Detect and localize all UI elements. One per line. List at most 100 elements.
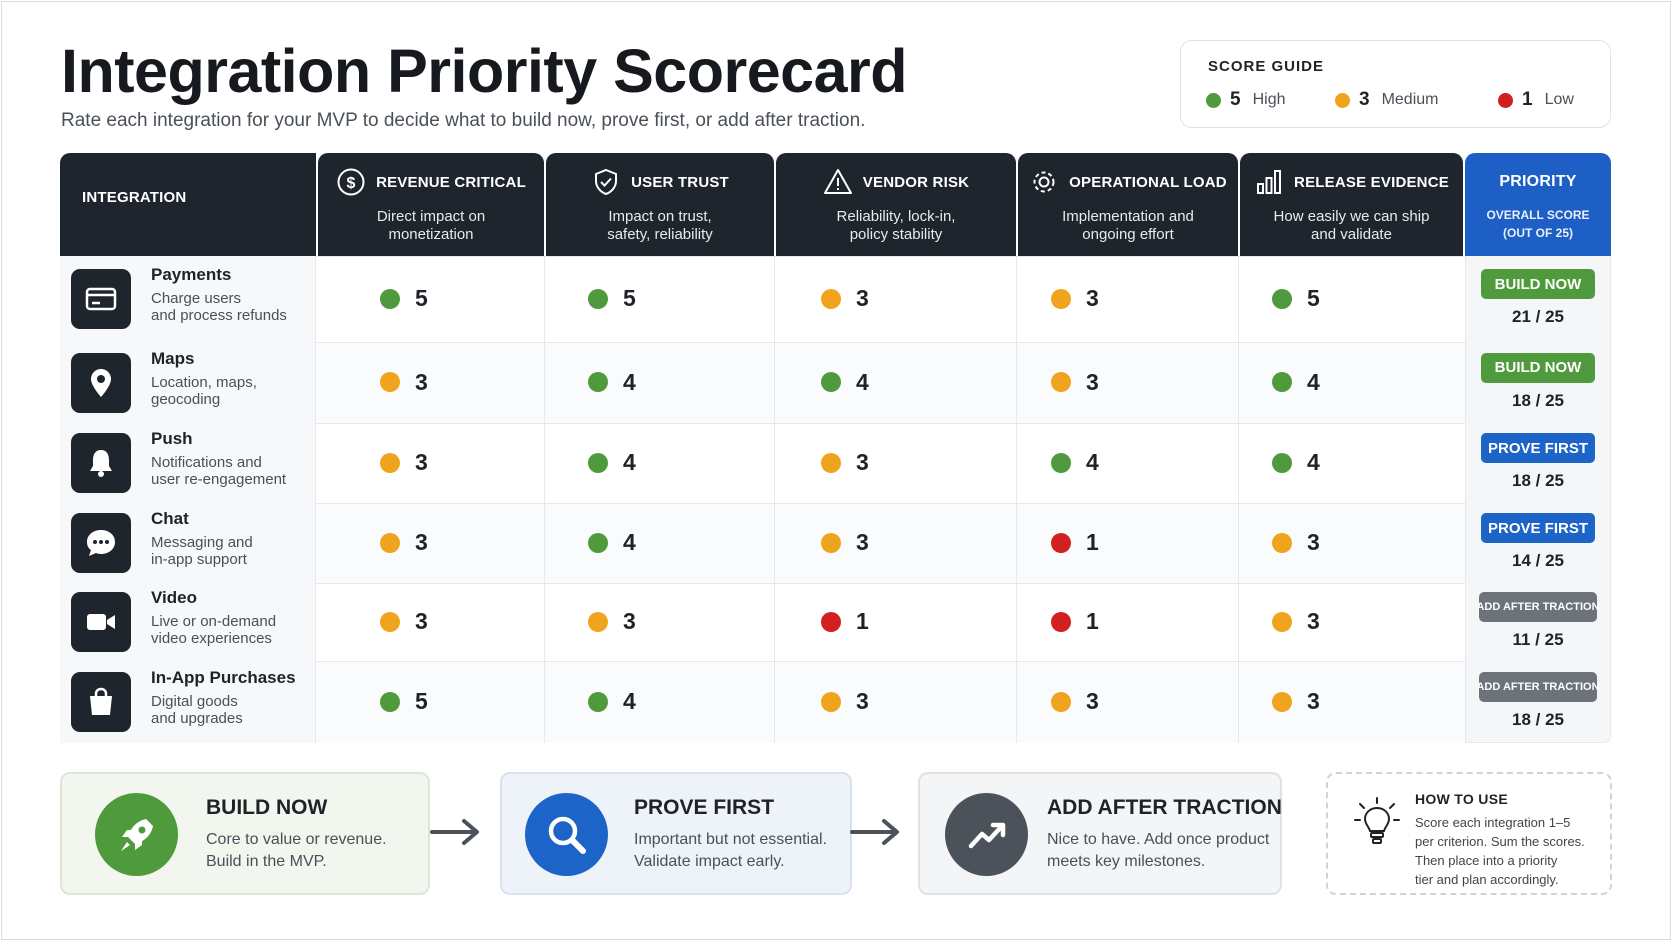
priority-badge: PROVE FIRST [1481,433,1595,463]
score-cell: 3 [821,285,869,312]
page-subtitle: Rate each integration for your MVP to de… [61,110,866,131]
header-desc: How easily we can ship [1273,208,1430,225]
integration-name: Chat [151,509,189,528]
score-cell: 3 [821,529,869,556]
score-cell: 3 [380,529,428,556]
score-value: 3 [856,688,869,714]
table-row [60,423,1611,503]
score-value: 3 [856,285,869,311]
header-release-evidence: RELEASE EVIDENCE How easily we can ship a… [1240,153,1463,256]
score-cell: 4 [588,688,636,715]
tier-desc: meets key milestones. [1047,853,1206,870]
score-value: 1 [1086,529,1099,555]
score-dot-icon [380,288,400,309]
header-priority: PRIORITY OVERALL SCORE (OUT OF 25) [1465,153,1611,256]
warning-icon [823,169,852,194]
score-guide-label: Low [1544,91,1574,108]
arrow-right-icon [850,819,899,845]
score-guide-value: 1 [1522,89,1533,110]
priority-badge: ADD AFTER TRACTION [1476,592,1600,622]
header-revenue-critical: $ REVENUE CRITICAL Direct impact on monet… [318,153,544,256]
lightbulb-icon [1354,797,1400,844]
score-dot-icon [1272,288,1292,309]
page-title: Integration Priority Scorecard [61,37,908,105]
gear-icon [1033,171,1055,193]
score-cell: 4 [1272,449,1320,476]
score-dot-icon [821,372,841,392]
overall-score: 18 / 25 [1512,390,1564,410]
tier-desc: Core to value or revenue. [206,831,387,848]
integration-desc-line: and process refunds [151,307,287,324]
overall-score: 18 / 25 [1512,471,1564,490]
header-desc: Direct impact on [376,208,486,225]
header-desc: safety, reliability [607,226,713,243]
score-dot-icon [380,532,400,553]
tier-desc: Nice to have. Add once product [1047,831,1270,848]
orange-dot-icon [1335,92,1350,108]
score-dot-icon [821,691,841,712]
integration-desc-line: Digital goods [151,693,238,710]
score-guide: SCORE GUIDE 5 High 3 Medium 1 Low [1180,40,1611,128]
score-dot-icon [1272,611,1292,632]
score-cell: 5 [380,285,428,312]
score-cell: 4 [588,449,636,476]
tier-add-after-traction: ADD AFTER TRACTION Nice to have. Add onc… [918,772,1282,895]
score-value: 3 [415,608,428,634]
score-dot-icon [1272,372,1292,392]
column-divider [774,256,775,743]
magnifier-icon [525,793,608,876]
rocket-icon [95,793,178,876]
score-dot-icon [821,288,841,309]
bar-chart-icon [1257,170,1282,194]
integration-name: Maps [151,349,195,368]
integration-name: Push [151,429,193,448]
score-dot-icon [1051,532,1071,553]
score-cell: 5 [380,688,428,715]
arrow-right-icon [430,819,479,845]
score-cell: 4 [1272,369,1320,396]
score-cell: 1 [1051,529,1099,556]
score-dot-icon [588,452,608,473]
score-dot-icon [380,611,400,632]
score-value: 3 [1086,368,1099,395]
score-value: 3 [1086,688,1099,714]
score-value: 4 [623,368,636,395]
score-value: 3 [856,449,869,475]
header-desc: policy stability [849,226,943,243]
column-divider [544,256,545,743]
score-cell: 3 [380,608,428,635]
priority-badge: BUILD NOW [1481,269,1595,299]
tier-build-now: BUILD NOW Core to value or revenue. Build… [60,772,430,895]
score-guide-label: High [1252,91,1286,108]
integration-cell: Payments Charge users and process refunds [60,256,316,342]
header-operational-load: OPERATIONAL LOAD Implementation and ongoi… [1018,153,1238,256]
overall-score: 18 / 25 [1512,710,1564,729]
score-dot-icon [821,611,841,632]
integration-desc: Live or on-demand video experiences [151,613,276,647]
header-title: PRIORITY [1499,173,1577,190]
how-to-use-title: HOW TO USE [1415,791,1508,807]
green-dot-icon [1206,92,1221,108]
tier-desc: Build in the MVP. [206,853,327,870]
overall-score: 21 / 25 [1512,307,1564,326]
tier-prove-first: PROVE FIRST Important but not essential.… [500,772,852,895]
score-value: 4 [1086,449,1099,475]
score-dot-icon [588,288,608,309]
score-dot-icon [1051,372,1071,392]
score-dot-icon [588,691,608,712]
score-cell: 3 [1272,529,1320,556]
score-cell: 5 [1272,285,1320,312]
integration-name: In-App Purchases [151,668,296,687]
tier-desc: Validate impact early. [634,853,785,870]
score-dot-icon [380,452,400,473]
score-cell: 4 [588,369,636,396]
header-desc: Impact on trust, [608,208,712,225]
priority-column [1465,256,1611,743]
integration-cell: Push Notifications and user re-engagement [60,423,316,503]
score-dot-icon [588,372,608,392]
score-dot-icon [588,611,608,632]
score-dot-icon [1051,611,1071,632]
table-row [60,583,1611,661]
integration-desc: Location, maps, geocoding [151,374,257,408]
score-value: 1 [856,608,869,634]
